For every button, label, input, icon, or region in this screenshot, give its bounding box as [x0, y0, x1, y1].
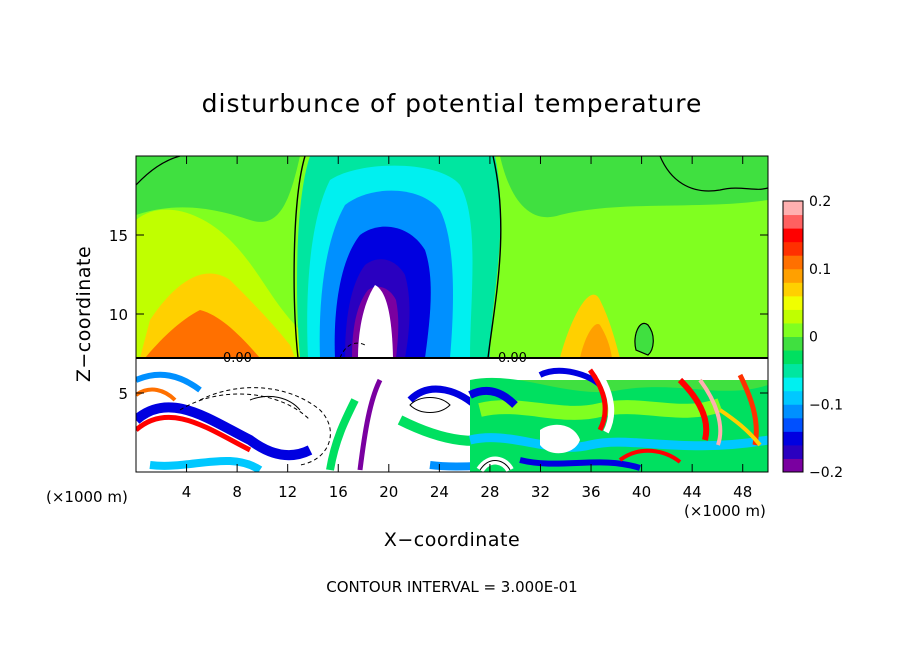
colorbar-swatch	[783, 268, 803, 283]
x-tick-label: 24	[430, 483, 449, 501]
colorbar-frame	[782, 200, 804, 473]
colorbar-tick-label: 0.1	[809, 262, 831, 278]
colorbar-swatch	[783, 309, 803, 324]
y-axis: 5 10 15	[109, 227, 768, 403]
plot-area	[136, 156, 768, 472]
contour-label-2: 0.00	[498, 351, 527, 366]
colorbar-swatch	[783, 255, 803, 270]
x-tick-label: 4	[182, 483, 192, 501]
colorbar-tick-label: −0.1	[809, 397, 843, 413]
colorbar-swatch	[783, 228, 803, 243]
y-tick-label: 15	[109, 227, 128, 245]
colorbar-swatch	[783, 404, 803, 419]
colorbar-swatch	[783, 201, 803, 216]
hot-region-right	[580, 324, 612, 358]
colorbar-swatch	[783, 363, 803, 378]
colorbar: 0.2 0.1 0 −0.1 −0.2	[782, 194, 843, 481]
colorbar-swatch	[783, 214, 803, 229]
colorbar-swatch	[783, 458, 803, 473]
contour-zero-top-left	[136, 156, 181, 186]
colorbar-swatch	[783, 295, 803, 310]
y-axis-label: Z−coordinate	[73, 246, 95, 382]
colorbar-tick-label: 0	[809, 330, 818, 346]
x-tick-label: 48	[733, 483, 752, 501]
x-tick-label: 16	[329, 483, 348, 501]
green-region-top-right	[500, 156, 768, 218]
x-tick-label: 12	[278, 483, 297, 501]
contour-small-loop	[634, 322, 654, 356]
colorbar-swatch	[783, 444, 803, 459]
contour-plume-dashed	[339, 342, 366, 359]
colorbar-tick-label: 0.2	[809, 194, 831, 210]
contour-interval-text: CONTOUR INTERVAL = 3.000E-01	[326, 578, 577, 596]
colorbar-swatch	[783, 336, 803, 351]
colorbar-swatch	[783, 241, 803, 256]
colorbar-swatch	[783, 377, 803, 392]
x-tick-label: 36	[581, 483, 600, 501]
x-axis: 4 8 12 16 20 24 28 32 36 40 44 48	[182, 156, 752, 501]
x-tick-label: 28	[480, 483, 499, 501]
y-tick-label: 5	[118, 385, 128, 403]
colorbar-swatch	[783, 282, 803, 297]
x-axis-label: X−coordinate	[384, 529, 520, 551]
x-tick-label: 44	[683, 483, 702, 501]
chart-title: disturbunce of potential temperature	[202, 89, 703, 118]
contour-zero-plume	[293, 156, 502, 359]
hot-region-left	[145, 310, 260, 358]
contour-zero-top-right	[659, 156, 768, 192]
z-unit-label: (×1000 m)	[46, 488, 128, 506]
lower-turbulent-region	[136, 358, 768, 472]
x-tick-label: 8	[232, 483, 242, 501]
y-tick-label: 10	[109, 306, 128, 324]
x-tick-label: 40	[632, 483, 651, 501]
colorbar-tick-label: −0.2	[809, 465, 843, 481]
plume-core	[358, 285, 393, 358]
x-tick-label: 32	[531, 483, 550, 501]
colorbar-swatch	[783, 390, 803, 405]
colorbar-swatch	[783, 322, 803, 337]
x-unit-label: (×1000 m)	[684, 502, 766, 520]
x-tick-label: 20	[379, 483, 398, 501]
contour-label-1: 0.00	[223, 351, 252, 366]
colorbar-swatch	[783, 417, 803, 432]
colorbar-swatch	[783, 431, 803, 446]
green-region-top-left	[136, 156, 300, 222]
colorbar-swatch	[783, 350, 803, 365]
